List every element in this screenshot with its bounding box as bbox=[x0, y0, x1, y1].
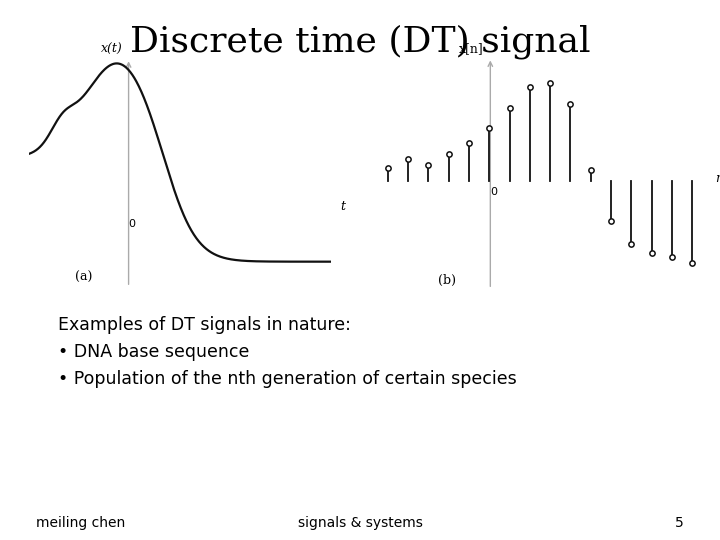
Text: 0: 0 bbox=[128, 219, 135, 229]
Text: meiling chen: meiling chen bbox=[36, 516, 125, 530]
Text: Discrete time (DT) signal: Discrete time (DT) signal bbox=[130, 24, 590, 59]
Text: • DNA base sequence: • DNA base sequence bbox=[58, 343, 249, 361]
Text: Examples of DT signals in nature:: Examples of DT signals in nature: bbox=[58, 316, 351, 334]
Text: signals & systems: signals & systems bbox=[297, 516, 423, 530]
Text: • Population of the nth generation of certain species: • Population of the nth generation of ce… bbox=[58, 370, 516, 388]
Text: n: n bbox=[716, 172, 720, 185]
Text: x(t): x(t) bbox=[101, 43, 122, 56]
Text: 0: 0 bbox=[490, 187, 497, 197]
Text: 5: 5 bbox=[675, 516, 684, 530]
Text: (b): (b) bbox=[438, 274, 456, 287]
Text: (a): (a) bbox=[75, 271, 92, 284]
Text: t: t bbox=[341, 200, 346, 213]
Text: x[n]: x[n] bbox=[459, 42, 484, 55]
